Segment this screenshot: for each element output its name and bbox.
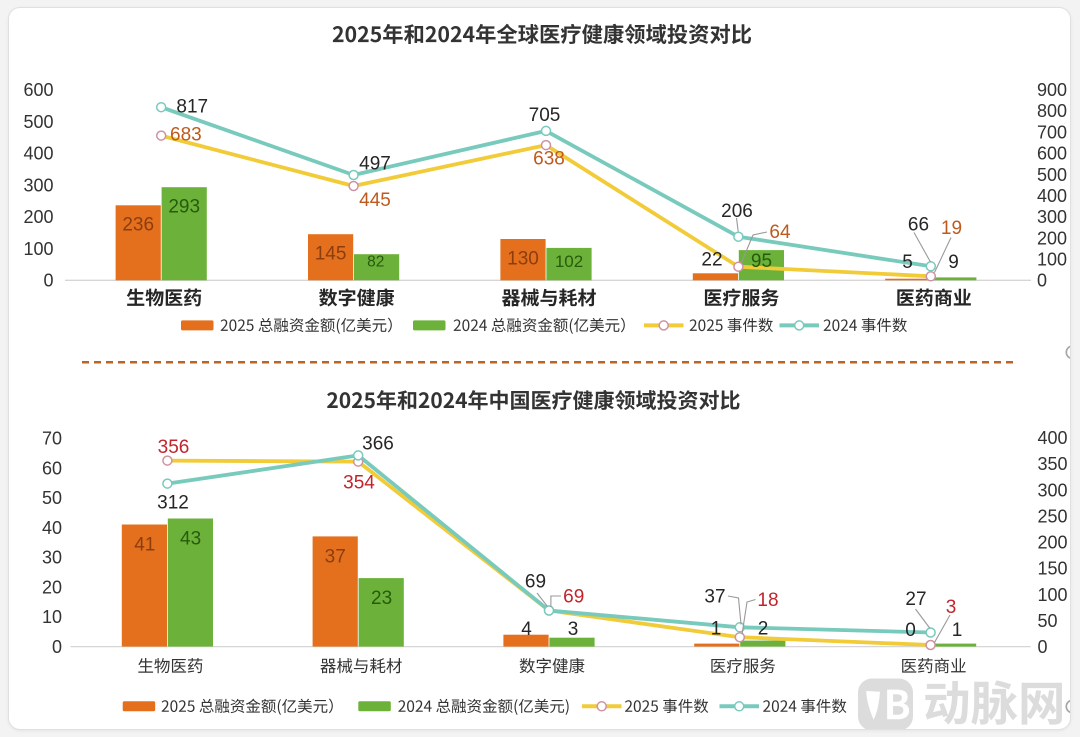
svg-text:1: 1: [711, 618, 722, 639]
svg-text:3: 3: [568, 619, 579, 640]
svg-text:683: 683: [170, 124, 202, 145]
svg-text:300: 300: [23, 175, 53, 195]
svg-text:64: 64: [769, 222, 791, 243]
svg-text:4: 4: [521, 619, 532, 640]
svg-text:100: 100: [1037, 250, 1067, 270]
svg-text:41: 41: [134, 534, 155, 555]
svg-text:900: 900: [1037, 80, 1067, 100]
svg-text:400: 400: [1038, 428, 1068, 448]
svg-text:354: 354: [343, 472, 375, 493]
svg-text:638: 638: [533, 148, 565, 169]
svg-text:30: 30: [42, 548, 62, 568]
svg-text:600: 600: [1037, 144, 1067, 164]
svg-text:366: 366: [362, 433, 394, 454]
svg-text:700: 700: [1037, 122, 1067, 142]
svg-text:43: 43: [180, 528, 201, 549]
svg-text:800: 800: [1037, 101, 1067, 121]
svg-text:130: 130: [507, 248, 539, 269]
svg-text:150: 150: [1038, 559, 1068, 579]
svg-text:70: 70: [42, 429, 62, 449]
svg-text:236: 236: [122, 214, 154, 235]
svg-text:705: 705: [529, 105, 561, 126]
svg-text:69: 69: [563, 586, 584, 607]
svg-text:100: 100: [23, 239, 53, 259]
svg-text:50: 50: [42, 488, 62, 508]
svg-text:95: 95: [751, 251, 772, 272]
svg-text:2: 2: [758, 618, 769, 639]
svg-text:40: 40: [42, 518, 62, 538]
svg-text:300: 300: [1037, 207, 1067, 227]
svg-text:312: 312: [157, 492, 189, 513]
svg-text:445: 445: [359, 190, 391, 211]
svg-text:82: 82: [367, 254, 384, 271]
svg-text:0: 0: [905, 620, 916, 641]
svg-text:20: 20: [42, 578, 62, 598]
svg-text:1: 1: [952, 620, 963, 641]
svg-text:817: 817: [176, 96, 208, 117]
svg-text:19: 19: [941, 218, 962, 239]
svg-text:18: 18: [757, 590, 778, 611]
svg-text:300: 300: [1038, 480, 1068, 500]
svg-text:350: 350: [1038, 454, 1068, 474]
svg-text:0: 0: [1037, 271, 1047, 291]
svg-text:100: 100: [1038, 585, 1068, 605]
svg-text:0: 0: [43, 271, 53, 291]
svg-text:200: 200: [23, 207, 53, 227]
svg-text:69: 69: [525, 571, 546, 592]
svg-text:200: 200: [1038, 533, 1068, 553]
svg-text:400: 400: [1037, 186, 1067, 206]
svg-text:3: 3: [946, 597, 957, 618]
svg-text:9: 9: [948, 252, 959, 273]
svg-text:356: 356: [158, 437, 190, 458]
svg-text:400: 400: [23, 144, 53, 164]
svg-text:102: 102: [555, 252, 583, 271]
svg-text:27: 27: [905, 589, 926, 610]
svg-text:37: 37: [704, 586, 725, 607]
svg-text:500: 500: [23, 112, 53, 132]
svg-text:250: 250: [1038, 506, 1068, 526]
svg-text:497: 497: [359, 153, 391, 174]
svg-text:600: 600: [23, 80, 53, 100]
svg-text:50: 50: [1038, 611, 1058, 631]
svg-text:500: 500: [1037, 165, 1067, 185]
svg-text:66: 66: [908, 214, 929, 235]
svg-text:200: 200: [1037, 228, 1067, 248]
svg-text:0: 0: [1038, 637, 1048, 657]
svg-text:206: 206: [721, 201, 753, 222]
svg-text:5: 5: [902, 252, 913, 273]
svg-text:37: 37: [325, 546, 346, 567]
svg-text:293: 293: [168, 196, 200, 217]
svg-text:23: 23: [371, 588, 392, 609]
svg-text:60: 60: [42, 458, 62, 478]
svg-text:10: 10: [42, 607, 62, 627]
svg-text:22: 22: [701, 249, 722, 270]
svg-text:145: 145: [315, 244, 347, 265]
svg-text:0: 0: [52, 637, 62, 657]
